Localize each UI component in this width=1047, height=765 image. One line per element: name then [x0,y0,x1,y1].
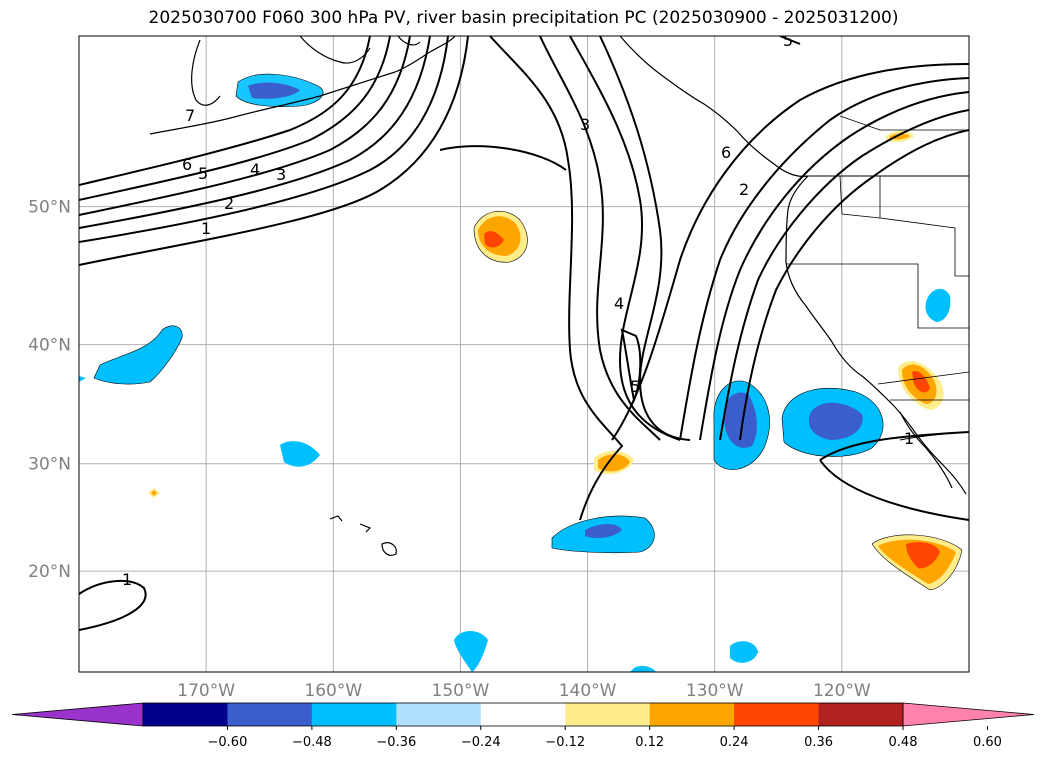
colorbar-tick-label: −0.36 [376,735,416,750]
pv-label: 4 [614,294,624,313]
pv-label: 1 [201,219,211,238]
colorbar: −0.60 −0.48 −0.36 −0.24 −0.12 0.12 0.24 0.36 0.4… [11,702,1035,750]
colorbar-segment [143,703,228,726]
pv-label: 6 [182,155,192,174]
precip-negative-area [280,441,320,467]
precip-positive-core [912,370,930,393]
pv-contour-labels: 7 6 5 4 3 2 1 3 4 5 6 2 1 1 5 [122,31,914,589]
pv-contours [79,36,969,631]
precip-negative-core [248,82,300,99]
pv-label: 7 [185,106,195,125]
pv-label: 1 [904,429,914,448]
precip-negative-core [808,402,863,440]
pv-label: 2 [224,194,234,213]
lat-label: 20°N [28,562,71,582]
lon-label: 140°W [559,681,617,701]
latitude-labels: 50°N 40°N 30°N 20°N [28,198,71,583]
colorbar-tick-label: 0.36 [804,735,833,750]
longitude-labels: 170°W 160°W 150°W 140°W 130°W 120°W [177,681,871,701]
pv-label: 4 [250,160,260,179]
lon-label: 130°W [686,681,744,701]
lon-label: 170°W [177,681,235,701]
map-frame [78,35,970,673]
pv-label: 3 [276,165,286,184]
precip-outline [93,73,963,591]
precip-positive-core [906,542,940,569]
colorbar-segment [649,703,735,726]
pv-label: 6 [721,143,731,162]
precip-negative-area [94,325,183,385]
lon-label: 150°W [432,681,490,701]
colorbar-tick-label: 0.12 [635,735,664,750]
colorbar-tick-label: −0.12 [545,735,585,750]
precip-positive-core [484,231,504,248]
lon-label: 160°W [304,681,362,701]
precip-negative-area [454,631,488,672]
precip-negative-core [585,524,622,538]
precip-pc-fields [79,74,962,672]
colorbar-segment [227,703,313,726]
colorbar-segment [734,703,820,726]
colorbar-outline [142,702,904,727]
pv-label: 5 [630,377,640,396]
map-area [79,36,969,672]
pv-label: 5 [198,164,208,183]
precip-positive-small [151,490,157,496]
colorbar-segment [480,703,566,726]
colorbar-segment [396,703,482,726]
colorbar-extend-max [902,702,1035,727]
lat-label: 50°N [28,198,71,218]
precip-negative-area [925,288,951,322]
lat-label: 40°N [28,336,71,356]
precip-negative-area [730,641,758,663]
colorbar-tick-label: 0.24 [720,735,749,750]
colorbar-segment [818,703,904,726]
colorbar-extend-min [11,702,144,727]
colorbar-tick-label: −0.60 [208,735,248,750]
pv-label: 3 [580,115,590,134]
colorbar-tick-label: 0.48 [889,735,918,750]
pv-label: 5 [783,31,793,50]
precip-negative-small [79,376,86,382]
colorbar-segment [311,703,397,726]
map-title: 2025030700 F060 300 hPa PV, river basin … [148,8,899,28]
colorbar-tick-label: −0.24 [461,735,501,750]
precip-negative-core [723,392,757,448]
precip-negative-small [630,665,656,672]
pv-label: 1 [122,570,132,589]
pv-label: 2 [739,180,749,199]
colorbar-segment [565,703,651,726]
lat-label: 30°N [28,455,71,475]
colorbar-tick-label: 0.60 [973,735,1002,750]
colorbar-tick-label: −0.48 [292,735,332,750]
lon-label: 120°W [813,681,871,701]
